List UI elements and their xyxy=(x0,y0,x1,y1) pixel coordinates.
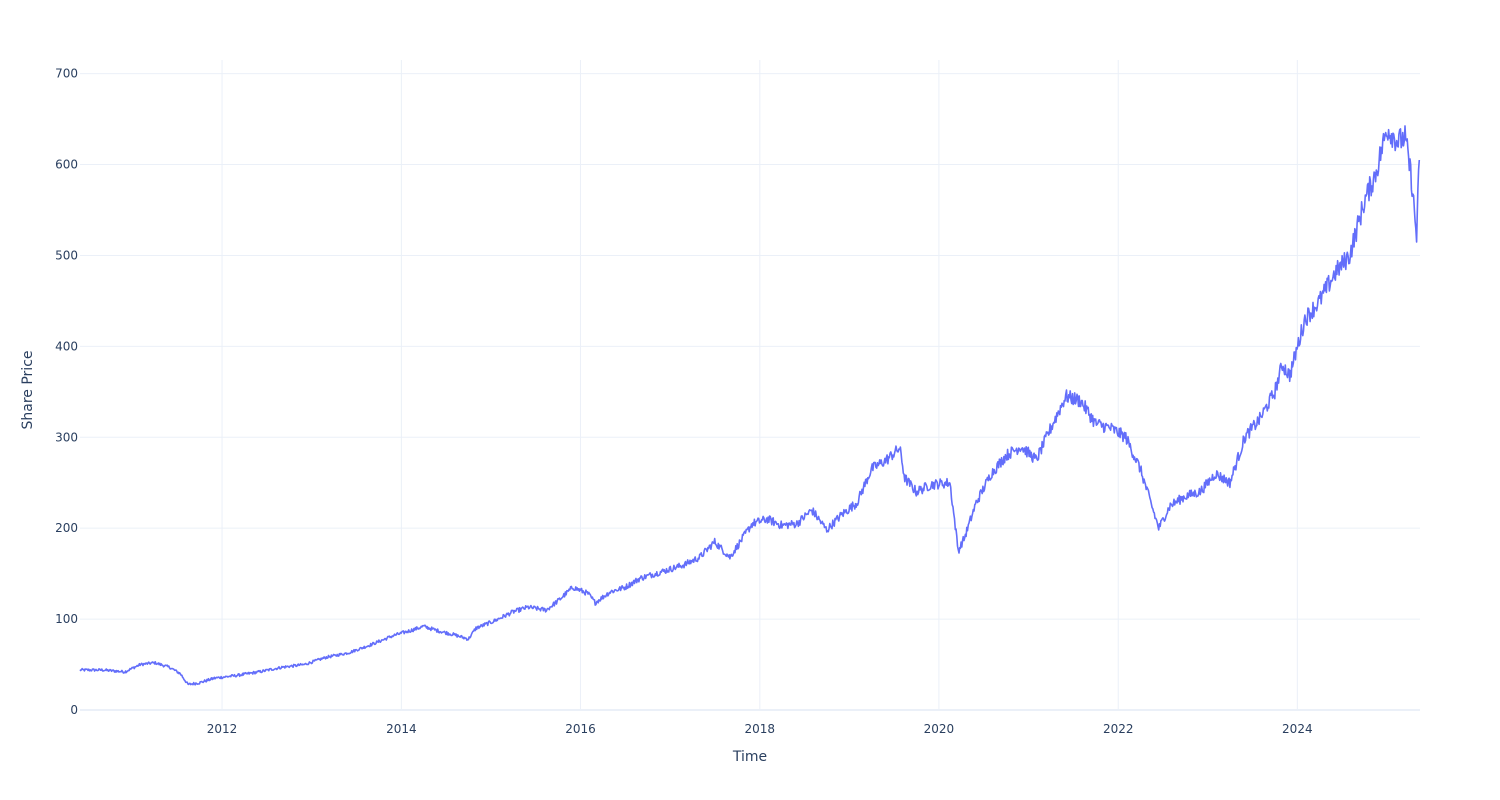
x-tick-label: 2022 xyxy=(1103,722,1134,736)
x-tick-label: 2012 xyxy=(207,722,238,736)
x-tick-label: 2018 xyxy=(745,722,776,736)
y-tick-label: 500 xyxy=(55,248,78,262)
tick-labels: 0 100 200 300 400 500 600 700 2012 2014 2016 2018 20… xyxy=(55,67,1313,736)
x-axis-title: Time xyxy=(732,749,767,765)
y-tick-label: 0 xyxy=(70,703,78,717)
y-tick-label: 600 xyxy=(55,158,78,172)
grid-lines xyxy=(80,60,1420,711)
y-tick-label: 100 xyxy=(55,612,78,626)
x-tick-label: 2016 xyxy=(565,722,596,736)
series-line-layer xyxy=(79,125,1421,686)
x-tick-label: 2020 xyxy=(924,722,955,736)
share-price-line xyxy=(79,125,1421,686)
y-tick-label: 200 xyxy=(55,521,78,535)
x-tick-label: 2024 xyxy=(1282,722,1313,736)
y-tick-label: 700 xyxy=(55,67,78,81)
y-tick-label: 300 xyxy=(55,430,78,444)
y-tick-label: 400 xyxy=(55,339,78,353)
x-tick-label: 2014 xyxy=(386,722,417,736)
y-axis-title: Share Price xyxy=(20,350,36,429)
